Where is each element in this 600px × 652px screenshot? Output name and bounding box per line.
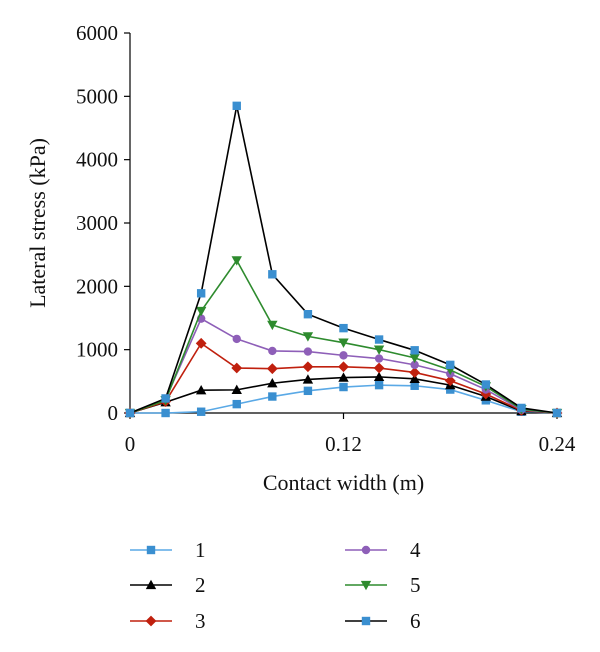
legend-item-5: 5 bbox=[345, 573, 421, 597]
y-tick-label: 6000 bbox=[76, 21, 118, 45]
legend-swatch-marker bbox=[360, 580, 372, 591]
series-6-point bbox=[303, 310, 313, 319]
legend-label: 6 bbox=[410, 609, 421, 633]
series-3-point bbox=[409, 367, 421, 378]
x-tick-label: 0 bbox=[125, 432, 136, 456]
series-6-point bbox=[268, 270, 277, 279]
series-2-line bbox=[129, 376, 558, 414]
tick-labels: 0 1000 2000 3000 4000 5000 6000 0 0.12 0.24 bbox=[76, 21, 576, 456]
series-1-point bbox=[232, 399, 241, 409]
series-6-point bbox=[517, 403, 526, 413]
legend-label: 2 bbox=[195, 573, 206, 597]
series-5-point bbox=[338, 338, 349, 348]
series-5-point bbox=[231, 256, 242, 266]
x-tick-label: 0.12 bbox=[325, 432, 362, 456]
series-6-point bbox=[446, 360, 455, 370]
y-tick-label: 4000 bbox=[76, 148, 118, 172]
series-3-point bbox=[231, 362, 243, 374]
series-6-point bbox=[552, 408, 562, 418]
series-2-point bbox=[231, 384, 242, 395]
series-6-point bbox=[161, 394, 170, 403]
series-3-point bbox=[302, 361, 314, 373]
series-6-point bbox=[196, 289, 206, 298]
series-3-point bbox=[373, 362, 385, 374]
series-2-point bbox=[267, 378, 278, 388]
series-1-point bbox=[303, 386, 313, 396]
series-5-point bbox=[267, 320, 278, 331]
series-4-point bbox=[232, 334, 241, 344]
series-3-point bbox=[338, 361, 349, 373]
series-2-point bbox=[195, 385, 207, 395]
series-5-point bbox=[409, 353, 420, 364]
series-1-point bbox=[268, 392, 277, 401]
series-6-point bbox=[232, 101, 241, 111]
legend-item-3: 3 bbox=[130, 609, 206, 633]
y-tick-label: 3000 bbox=[76, 211, 118, 235]
x-axis-title: Contact width (m) bbox=[263, 470, 424, 495]
series-4-point bbox=[410, 360, 419, 370]
legend-item-2: 2 bbox=[130, 573, 206, 597]
series-1-point bbox=[374, 380, 384, 390]
series-6-point bbox=[339, 323, 348, 333]
legend-item-4: 4 bbox=[345, 538, 421, 562]
legend-item-1: 1 bbox=[130, 538, 206, 562]
legend: 1 2 3 4 5 6 bbox=[130, 538, 421, 633]
series-6-point bbox=[125, 408, 135, 418]
series-1-point bbox=[446, 385, 455, 394]
axes bbox=[124, 32, 558, 419]
series-5-point bbox=[373, 345, 385, 355]
legend-swatch-marker bbox=[361, 616, 371, 626]
series-5-point bbox=[302, 332, 314, 342]
y-tick-label: 5000 bbox=[76, 84, 118, 108]
series-4-point bbox=[268, 346, 277, 356]
legend-label: 4 bbox=[410, 538, 421, 562]
series-3 bbox=[124, 337, 563, 419]
series-1-point bbox=[196, 407, 206, 416]
series-1-point bbox=[161, 408, 170, 418]
legend-label: 1 bbox=[195, 538, 206, 562]
series-1-point bbox=[410, 381, 419, 390]
legend-item-6: 6 bbox=[345, 609, 421, 633]
x-tick-label: 0.24 bbox=[539, 432, 576, 456]
series-4-point bbox=[303, 347, 313, 356]
series-1-point bbox=[339, 382, 348, 392]
y-tick-label: 1000 bbox=[76, 338, 118, 362]
series-4-point bbox=[374, 354, 384, 363]
series-2-point bbox=[302, 374, 314, 384]
series-3-point bbox=[195, 337, 207, 349]
series-6 bbox=[125, 101, 562, 418]
series-3-point bbox=[266, 363, 278, 375]
legend-swatch-marker bbox=[145, 579, 157, 590]
series-6-point bbox=[481, 380, 491, 389]
series-2-point bbox=[338, 372, 349, 382]
y-tick-label: 0 bbox=[108, 401, 119, 425]
series-2-point bbox=[409, 373, 420, 383]
legend-swatch-marker bbox=[146, 545, 156, 555]
series-lines bbox=[124, 101, 563, 419]
legend-swatch-marker bbox=[145, 615, 157, 627]
series-4-point bbox=[339, 351, 348, 360]
series-3-point bbox=[444, 375, 456, 387]
legend-label: 3 bbox=[195, 609, 206, 633]
legend-swatch-marker bbox=[361, 545, 371, 555]
series-2 bbox=[124, 371, 563, 418]
legend-label: 5 bbox=[410, 573, 421, 597]
y-axis-title: Lateral stress (kPa) bbox=[25, 138, 50, 308]
series-6-point bbox=[410, 346, 419, 355]
series-2-point bbox=[373, 371, 385, 382]
y-tick-label: 2000 bbox=[76, 274, 118, 298]
series-6-point bbox=[374, 335, 384, 344]
series-5-point bbox=[195, 306, 207, 317]
